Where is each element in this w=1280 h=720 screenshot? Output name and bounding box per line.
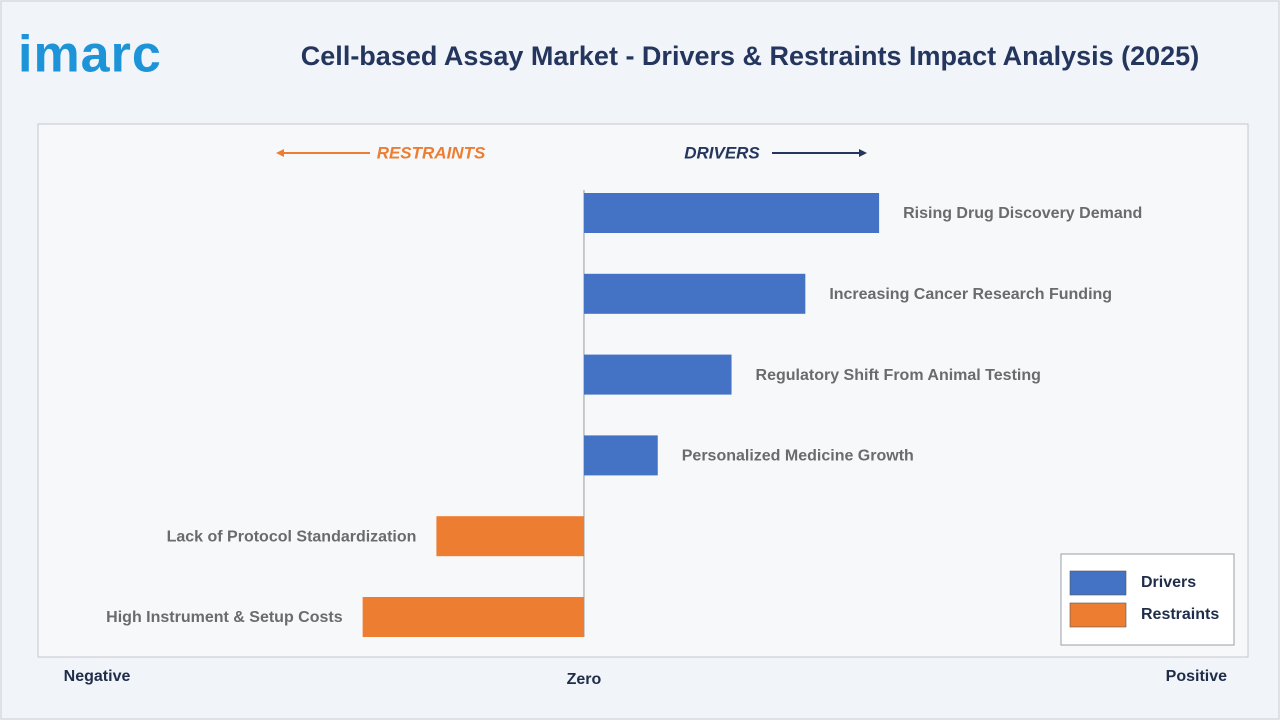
category-label: Lack of Protocol Standardization (167, 528, 417, 545)
legend-swatch (1069, 602, 1127, 628)
bar (583, 273, 806, 314)
category-label: Regulatory Shift From Animal Testing (756, 367, 1041, 384)
category-label: High Instrument & Setup Costs (106, 609, 343, 626)
bar (583, 354, 732, 395)
legend-swatch (1069, 570, 1127, 596)
bar (583, 193, 880, 233)
drivers-annotation: DRIVERS (684, 143, 760, 162)
legend-box (1060, 553, 1235, 646)
restraints-arrowhead (276, 149, 284, 157)
category-label: Rising Drug Discovery Demand (903, 205, 1142, 222)
bar (583, 435, 658, 476)
bar (362, 597, 584, 637)
chart-title: Cell-based Assay Market - Drivers & Rest… (301, 41, 1199, 71)
category-label: Increasing Cancer Research Funding (829, 286, 1112, 303)
bar (436, 516, 584, 557)
drivers-arrowhead (859, 149, 867, 157)
legend-label: Drivers (1141, 574, 1196, 591)
category-label: Personalized Medicine Growth (682, 448, 914, 465)
x-tick-label: Positive (1166, 668, 1227, 685)
logo: imarc (18, 26, 162, 84)
x-tick-label: Negative (64, 668, 131, 685)
x-tick-label: Zero (567, 671, 602, 688)
restraints-annotation: RESTRAINTS (377, 143, 486, 162)
legend-label: Restraints (1141, 606, 1219, 623)
